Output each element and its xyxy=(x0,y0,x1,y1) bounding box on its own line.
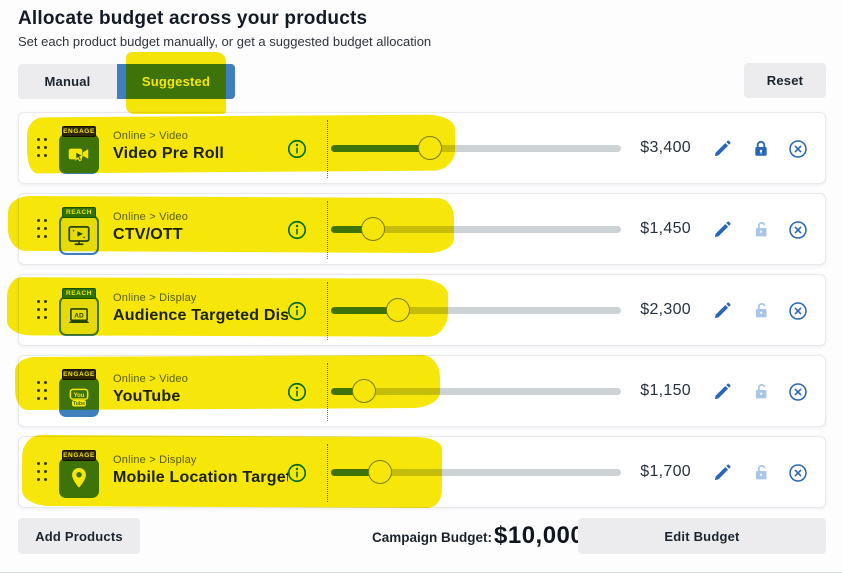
tier-ribbon: REACH xyxy=(62,207,96,218)
edit-pencil-icon[interactable] xyxy=(711,300,733,322)
lock-icon[interactable] xyxy=(750,300,772,322)
product-name: Audience Targeted Dis… xyxy=(113,307,288,324)
product-row: ENGAGE Online > Display Mobile Location … xyxy=(18,436,826,508)
info-icon[interactable] xyxy=(286,300,308,322)
svg-text:AD: AD xyxy=(74,313,84,320)
product-row: REACH AD Online > Display Audience Targe… xyxy=(18,274,826,346)
remove-circle-x-icon[interactable] xyxy=(787,138,809,160)
product-row: ENGAGE Online > Video Video Pre Roll $3,… xyxy=(18,112,826,184)
product-name: CTV/OTT xyxy=(113,226,183,243)
budget-slider[interactable] xyxy=(331,379,621,403)
info-icon[interactable] xyxy=(286,381,308,403)
product-category: Online > Video xyxy=(113,373,189,385)
tab-manual[interactable]: Manual xyxy=(18,64,117,99)
drag-handle-icon[interactable] xyxy=(37,381,48,403)
slider-origin-dotted-line xyxy=(327,120,328,178)
info-icon[interactable] xyxy=(286,219,308,241)
tier-ribbon: ENGAGE xyxy=(62,450,96,461)
svg-text:Tube: Tube xyxy=(73,401,85,407)
tier-ribbon: ENGAGE xyxy=(62,126,96,137)
tier-ribbon: ENGAGE xyxy=(62,369,96,380)
budget-slider[interactable] xyxy=(331,460,621,484)
remove-circle-x-icon[interactable] xyxy=(787,462,809,484)
video-preroll-icon xyxy=(59,134,99,174)
tab-suggested[interactable]: Suggested xyxy=(117,64,235,99)
campaign-budget-value: $10,000 xyxy=(494,522,585,549)
product-category: Online > Video xyxy=(113,130,189,142)
product-category: Online > Display xyxy=(113,454,197,466)
budget-amount: $1,700 xyxy=(640,463,691,480)
product-name: Video Pre Roll xyxy=(113,145,224,162)
slider-origin-dotted-line xyxy=(327,282,328,340)
budget-slider[interactable] xyxy=(331,217,621,241)
edit-pencil-icon[interactable] xyxy=(711,381,733,403)
product-row: ENGAGE You Tube Online > Video YouTube $1… xyxy=(18,355,826,427)
page-title: Allocate budget across your products xyxy=(18,8,368,29)
campaign-budget-label: Campaign Budget: xyxy=(372,530,492,545)
page-subtitle: Set each product budget manually, or get… xyxy=(18,34,432,49)
slider-thumb[interactable] xyxy=(361,217,386,241)
edit-pencil-icon[interactable] xyxy=(711,138,733,160)
drag-handle-icon[interactable] xyxy=(37,462,48,484)
ctv-tv-icon xyxy=(59,215,99,255)
lock-icon[interactable] xyxy=(750,462,772,484)
slider-thumb[interactable] xyxy=(417,136,442,160)
budget-amount: $1,150 xyxy=(640,382,691,399)
product-name: Mobile Location Target… xyxy=(113,469,288,486)
lock-icon[interactable] xyxy=(750,219,772,241)
edit-pencil-icon[interactable] xyxy=(711,219,733,241)
edit-pencil-icon[interactable] xyxy=(711,462,733,484)
slider-origin-dotted-line xyxy=(327,201,328,259)
youtube-icon: You Tube xyxy=(59,377,99,417)
svg-text:You: You xyxy=(74,393,85,399)
slider-thumb[interactable] xyxy=(385,298,410,322)
drag-handle-icon[interactable] xyxy=(37,138,48,160)
remove-circle-x-icon[interactable] xyxy=(787,219,809,241)
budget-amount: $2,300 xyxy=(640,301,691,318)
edit-budget-button[interactable]: Edit Budget xyxy=(578,518,826,554)
slider-origin-dotted-line xyxy=(327,363,328,421)
lock-icon[interactable] xyxy=(750,138,772,160)
product-category: Online > Display xyxy=(113,292,197,304)
budget-slider[interactable] xyxy=(331,298,621,322)
budget-amount: $3,400 xyxy=(640,139,691,156)
slider-origin-dotted-line xyxy=(327,444,328,502)
product-name: YouTube xyxy=(113,388,181,405)
product-row: REACH Online > Video CTV/OTT $1,450 xyxy=(18,193,826,265)
display-ad-icon: AD xyxy=(59,296,99,336)
lock-icon[interactable] xyxy=(750,381,772,403)
budget-slider[interactable] xyxy=(331,136,621,160)
slider-fill xyxy=(331,145,430,152)
budget-amount: $1,450 xyxy=(640,220,691,237)
add-products-button[interactable]: Add Products xyxy=(18,518,140,554)
tier-ribbon: REACH xyxy=(62,288,96,299)
drag-handle-icon[interactable] xyxy=(37,300,48,322)
drag-handle-icon[interactable] xyxy=(37,219,48,241)
slider-thumb[interactable] xyxy=(368,460,393,484)
product-category: Online > Video xyxy=(113,211,189,223)
remove-circle-x-icon[interactable] xyxy=(787,381,809,403)
slider-thumb[interactable] xyxy=(352,379,377,403)
reset-button[interactable]: Reset xyxy=(744,63,826,98)
info-icon[interactable] xyxy=(286,462,308,484)
info-icon[interactable] xyxy=(286,138,308,160)
location-pin-icon xyxy=(59,458,99,498)
remove-circle-x-icon[interactable] xyxy=(787,300,809,322)
